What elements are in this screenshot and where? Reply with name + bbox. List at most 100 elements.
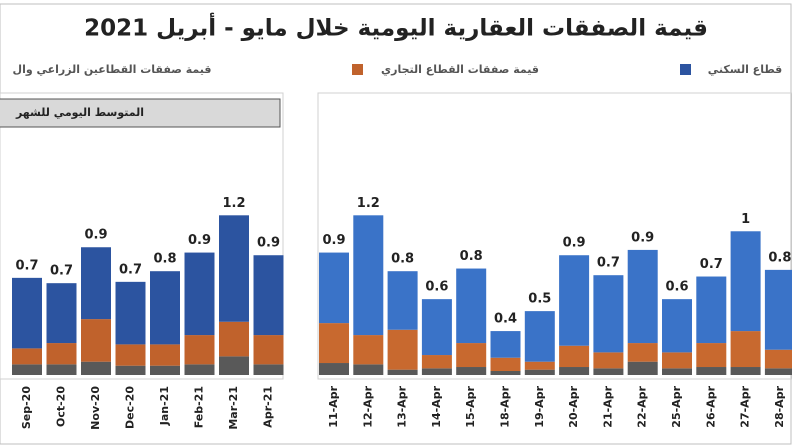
total-label: 0.8 — [391, 252, 414, 267]
bar-segment — [730, 331, 761, 368]
x-tick-label: Nov-20 — [89, 386, 102, 430]
x-tick-label: 14-Apr — [430, 385, 443, 427]
total-label: 0.7 — [119, 262, 142, 277]
x-tick-label: 28-Apr — [773, 385, 786, 427]
total-label: 0.4 — [494, 312, 517, 327]
bar-segment — [387, 271, 418, 330]
frame — [0, 3, 792, 445]
total-label: 0.9 — [257, 236, 280, 251]
x-tick-label: 12-Apr — [361, 385, 374, 427]
bar-segment — [593, 275, 624, 353]
bar-segment — [627, 343, 658, 362]
bar-segment — [524, 369, 555, 375]
bar-segment — [696, 367, 727, 375]
bar-segment — [627, 249, 658, 344]
bar-segment — [764, 349, 792, 369]
legend-swatch — [680, 64, 691, 75]
x-tick-label: Oct-20 — [55, 386, 68, 427]
bar-segment — [456, 268, 487, 344]
bar-segment — [696, 276, 727, 344]
x-tick-label: Sep-20 — [20, 386, 33, 429]
bar-segment — [81, 319, 111, 362]
bar-segment — [559, 367, 590, 375]
legend-swatch — [352, 64, 363, 75]
bar-segment — [253, 255, 284, 336]
total-label: 0.8 — [460, 249, 483, 264]
bar-segment — [696, 343, 727, 368]
note-box — [0, 98, 281, 128]
bar-segment — [593, 352, 624, 369]
bar-segment — [219, 321, 249, 357]
bar-segment — [253, 364, 284, 375]
bar-segment — [490, 371, 521, 375]
bar-segment — [387, 329, 418, 370]
bar-segment — [593, 368, 624, 375]
bar-segment — [81, 247, 111, 320]
bar-segment — [219, 356, 249, 375]
bar-segment — [353, 335, 384, 365]
x-tick-label: Mar-21 — [227, 386, 240, 430]
x-tick-label: 26-Apr — [704, 385, 717, 427]
bar-segment — [115, 365, 146, 375]
total-label: 0.9 — [563, 236, 586, 251]
bar-segment — [46, 283, 77, 344]
x-tick-label: 27-Apr — [739, 385, 752, 427]
x-tick-label: 19-Apr — [533, 385, 546, 427]
bar-segment — [559, 345, 590, 368]
bar-segment — [46, 343, 77, 365]
x-tick-label: 15-Apr — [464, 385, 477, 427]
bar-segment — [387, 369, 418, 375]
bar-segment — [150, 365, 180, 375]
bar-segment — [219, 215, 249, 322]
total-label: 0.7 — [597, 256, 620, 271]
total-label: 1.2 — [222, 196, 245, 211]
bar-segment — [353, 364, 384, 375]
legend-label: قطاع السكني — [708, 63, 783, 76]
total-label: 0.7 — [700, 257, 723, 272]
bar-segment — [319, 363, 349, 375]
panel-frame — [317, 92, 792, 380]
x-tick-label: 21-Apr — [601, 385, 614, 427]
total-label: 0.7 — [15, 258, 38, 273]
bar-segment — [12, 348, 42, 365]
bar-segment — [524, 361, 555, 370]
bar-segment — [662, 299, 692, 353]
x-tick-label: Feb-21 — [193, 386, 206, 428]
bar-segment — [150, 271, 180, 345]
bar-segment — [730, 231, 761, 332]
bar-segment — [490, 357, 521, 372]
bar-segment — [12, 364, 42, 375]
total-label: 1.2 — [357, 196, 380, 211]
x-tick-label: Apr-21 — [262, 386, 275, 428]
x-tick-label: 25-Apr — [670, 385, 683, 427]
bar-segment — [456, 367, 487, 375]
bar-segment — [764, 368, 792, 375]
total-label: 0.9 — [84, 228, 107, 243]
total-label: 0.9 — [631, 230, 654, 245]
x-tick-label: 13-Apr — [396, 385, 409, 427]
total-label: 0.8 — [768, 250, 791, 265]
bar-segment — [730, 367, 761, 375]
x-tick-label: Dec-20 — [124, 386, 137, 429]
bar-segment — [421, 368, 452, 375]
x-tick-label: Jan-21 — [158, 386, 171, 426]
total-label: 0.9 — [188, 233, 211, 248]
total-label: 0.7 — [50, 264, 73, 279]
bar-segment — [184, 335, 215, 365]
total-label: 0.9 — [322, 233, 345, 248]
x-tick-label: 20-Apr — [567, 385, 580, 427]
total-label: 0.6 — [425, 280, 448, 295]
bar-segment — [115, 344, 146, 366]
note: المتوسط اليومي للشهر — [15, 106, 144, 119]
bar-segment — [524, 311, 555, 362]
bar-segment — [559, 255, 590, 346]
chart-title: قيمة الصفقات العقارية اليومية خلال مايو … — [84, 12, 708, 42]
bar-segment — [421, 299, 452, 356]
x-tick-label: 18-Apr — [499, 385, 512, 427]
bar-segment — [490, 331, 521, 358]
total-label: 0.5 — [528, 292, 551, 307]
bar-segment — [662, 368, 692, 375]
legend-label: قيمة صفقات القطاعين الزراعي وال — [13, 63, 212, 76]
bar-segment — [764, 269, 792, 350]
